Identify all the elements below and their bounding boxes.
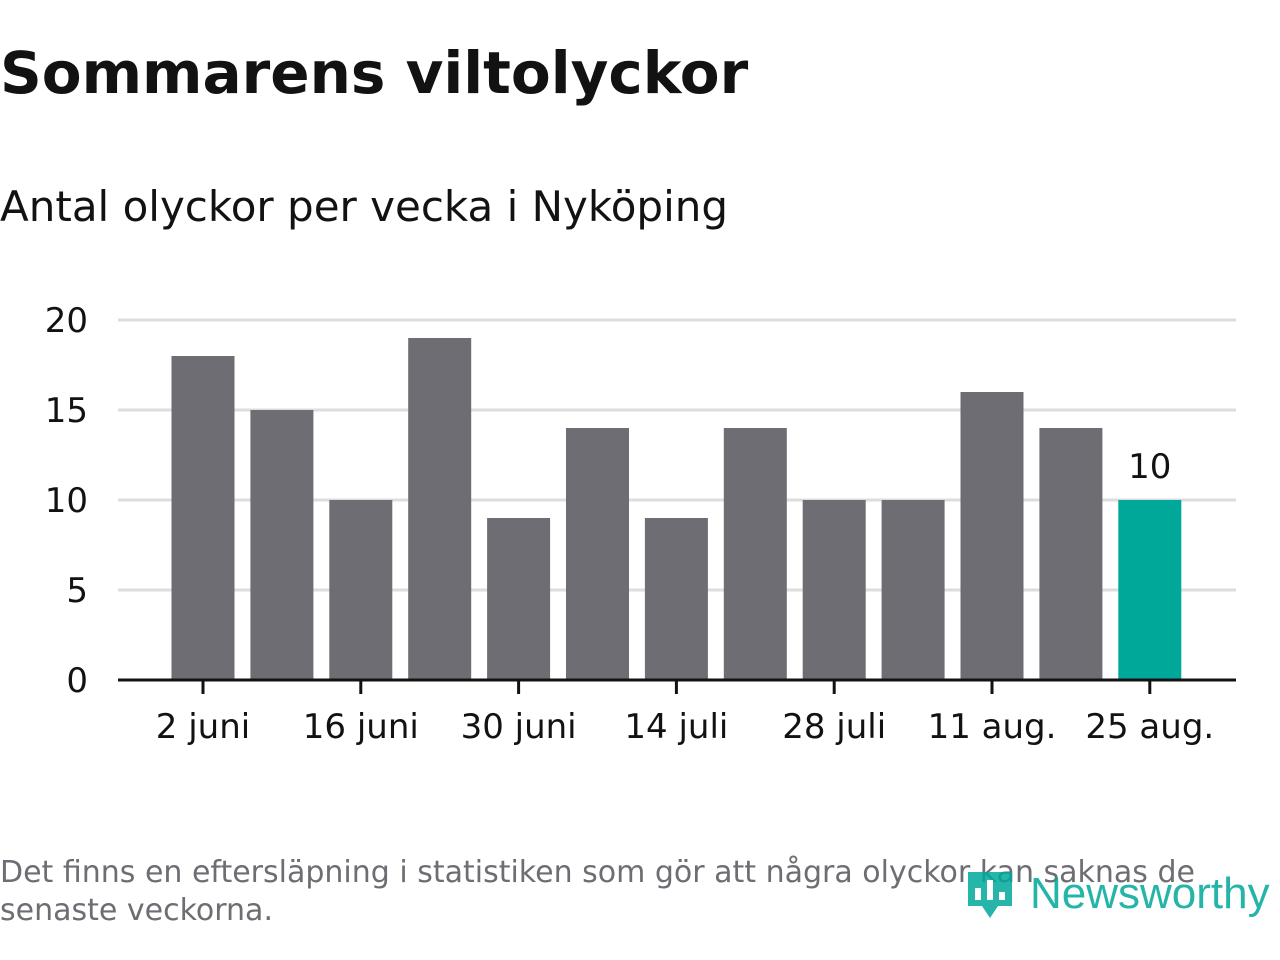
bar	[644, 518, 708, 680]
bar	[881, 500, 945, 680]
bar	[1039, 428, 1103, 680]
y-tick-label: 10	[45, 481, 88, 521]
bar	[487, 518, 551, 680]
x-tick-label: 16 juni	[303, 707, 419, 747]
bar	[329, 500, 393, 680]
bars	[171, 338, 1182, 680]
brand: Newsworthy	[964, 862, 1270, 926]
chart-subtitle: Antal olyckor per vecka i Nyköping	[0, 182, 729, 231]
x-tick-label: 11 aug.	[928, 707, 1057, 747]
y-tick-label: 15	[45, 391, 88, 431]
bar	[171, 356, 235, 680]
newsworthy-logo-icon	[964, 862, 1016, 926]
bar	[408, 338, 472, 680]
y-tick-label: 20	[45, 301, 88, 341]
bar	[723, 428, 787, 680]
bar-highlighted	[1118, 500, 1182, 680]
bar	[802, 500, 866, 680]
y-tick-label: 5	[66, 571, 88, 611]
x-tick-label: 25 aug.	[1085, 707, 1214, 747]
bar	[250, 410, 314, 680]
x-axis	[118, 678, 1236, 694]
bar	[960, 392, 1024, 680]
chart-title: Sommarens viltolyckor	[0, 39, 749, 107]
x-tick-label: 30 juni	[461, 707, 577, 747]
x-tick-label: 28 juli	[782, 707, 886, 747]
x-tick-label: 14 juli	[624, 707, 728, 747]
data-label: 10	[1128, 447, 1171, 487]
y-tick-label: 0	[66, 661, 88, 701]
x-tick-label: 2 juni	[156, 707, 250, 747]
labels: 0 5 10 15 20 2 juni 16 juni 30 juni 14 juli 28 ju…	[45, 301, 1214, 747]
brand-name: Newsworthy	[1030, 869, 1270, 918]
bar	[566, 428, 629, 680]
